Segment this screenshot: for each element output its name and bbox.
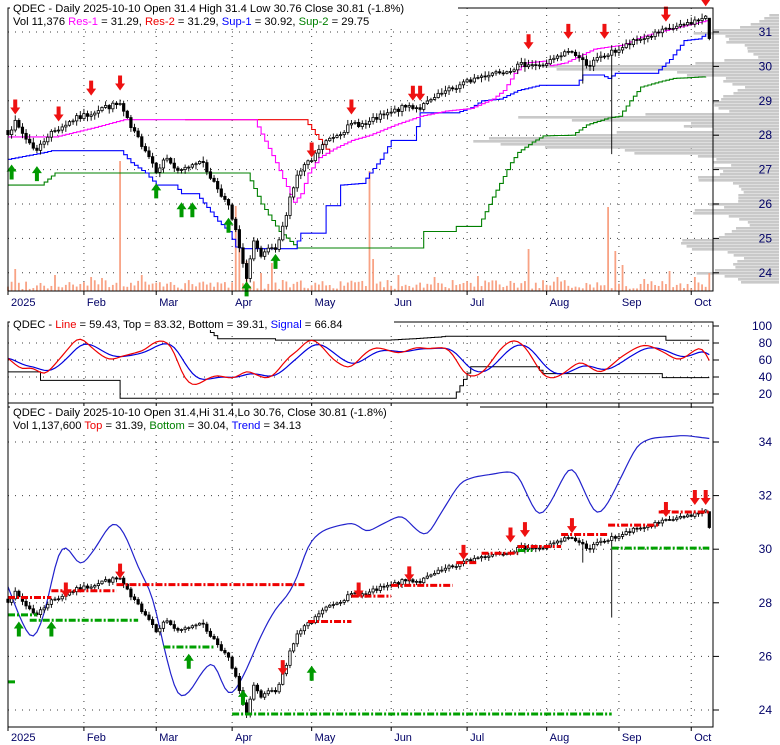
svg-text:Jul: Jul [470,297,484,309]
svg-text:Feb: Feb [87,732,106,744]
panel1-header-bg [10,2,458,26]
panel1-arrows [6,0,711,297]
y-axis: 34 32 30 28 26 24 [713,435,772,717]
chart-render-layer: 31 30 29 28 27 26 25 24 2025 Feb Mar Apr May Jun Jul Au… [6,0,779,744]
svg-text:26: 26 [759,197,773,211]
svg-text:Aug: Aug [550,297,570,309]
x-axis: 2025 Feb Mar Apr May Jun Jul Aug Sep Oct [7,291,711,309]
svg-text:31: 31 [759,25,773,39]
svg-text:30: 30 [759,59,773,73]
svg-text:27: 27 [759,163,773,177]
panel-headers: QDEC - Daily 2025-10-10 Open 31.4 High 3… [10,2,480,432]
svg-text:Jul: Jul [470,732,484,744]
svg-text:Mar: Mar [159,297,178,309]
volume-bars [7,161,711,291]
svg-text:May: May [315,297,336,309]
svg-text:28: 28 [759,596,773,610]
svg-text:Oct: Oct [694,297,711,309]
panel1-candles [6,13,711,284]
svg-text:2025: 2025 [11,297,35,309]
panel3-header-bg2 [10,418,355,430]
svg-text:24: 24 [759,703,773,717]
svg-text:Apr: Apr [235,732,252,744]
trend-line [7,435,710,697]
panel2-header: QDEC - Line = 59.43, Top = 83.32, Bottom… [13,319,342,331]
panel3-candles [6,508,711,719]
svg-text:80: 80 [759,336,773,350]
y-axis: 31 30 29 28 27 26 25 24 [713,25,772,280]
panel3-header-bg1 [10,406,480,418]
svg-text:Feb: Feb [87,297,106,309]
svg-text:Mar: Mar [159,732,178,744]
panel1-header-line1: QDEC - Daily 2025-10-10 Open 31.4 High 3… [13,3,404,15]
svg-text:30: 30 [759,542,773,556]
svg-text:25: 25 [759,231,773,245]
support-resistance-lines [8,20,710,250]
panel1-header-line2: Vol 11,376 Res-1 = 31.29, Res-2 = 31.29,… [13,16,369,28]
svg-text:24: 24 [759,266,773,280]
panel2-border [7,321,714,404]
box-levels [8,510,710,716]
svg-text:Sep: Sep [622,732,642,744]
svg-text:100: 100 [752,319,772,333]
panel2-header-bg [10,317,394,330]
svg-text:Aug: Aug [550,732,570,744]
gridlines [7,322,713,403]
svg-text:Oct: Oct [694,732,711,744]
svg-text:34: 34 [759,435,773,449]
panel3-arrows [13,489,711,705]
svg-text:Apr: Apr [235,297,252,309]
svg-text:32: 32 [759,489,773,503]
svg-text:26: 26 [759,649,773,663]
panel3-header-line1: QDEC - Daily 2025-10-10 Open 31.4,Hi 31.… [13,407,387,419]
svg-text:28: 28 [759,128,773,142]
svg-text:Jun: Jun [394,297,412,309]
panel3-border [7,406,714,728]
svg-text:29: 29 [759,94,773,108]
gridlines [7,407,713,727]
svg-text:20: 20 [759,387,773,401]
x-axis: 2025 Feb Mar Apr May Jun Jul Aug Sep Oct [7,727,711,744]
volume-profile [473,14,779,284]
svg-text:May: May [315,732,336,744]
svg-text:2025: 2025 [11,732,35,744]
y-axis: 100 80 60 40 20 [713,319,772,401]
oscillator-bands [7,328,710,399]
svg-text:60: 60 [759,353,773,367]
svg-text:Jun: Jun [394,732,412,744]
panel3-header-line2: Vol 1,137,600 Top = 31.39, Bottom = 30.0… [13,420,301,432]
svg-text:Sep: Sep [622,297,642,309]
svg-text:40: 40 [759,370,773,384]
